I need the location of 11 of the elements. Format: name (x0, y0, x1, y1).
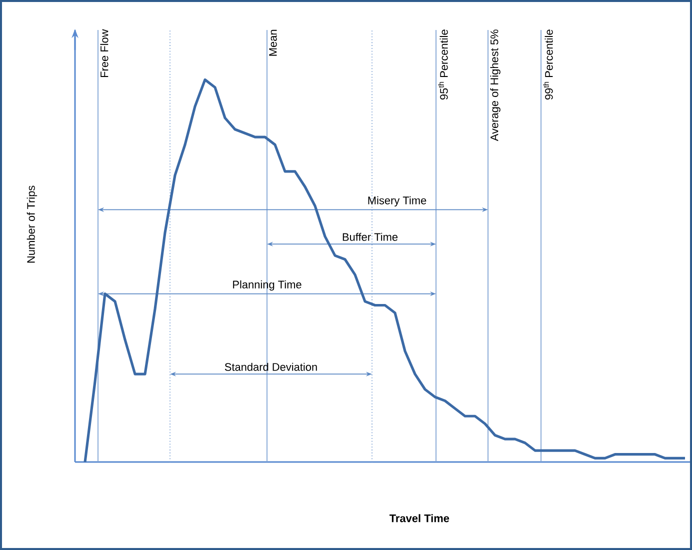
annotation: Average of Highest 5% (490, 30, 500, 142)
text: Free Flow (100, 29, 108, 77)
text: Mean (269, 30, 277, 56)
annotation: 99$^{th}$ Percentile (543, 30, 553, 100)
y-axis-title: Number of Trips (26, 186, 38, 263)
x-axis-title: Travel Time (389, 514, 450, 522)
annotation: Buffer Time (342, 232, 398, 241)
annotation: 95$^{th}$ Percentile (438, 30, 448, 100)
annotation: Misery Time (368, 196, 426, 206)
annotation: Planning Time (233, 280, 302, 291)
annotation: Standard Deviation (224, 362, 317, 371)
